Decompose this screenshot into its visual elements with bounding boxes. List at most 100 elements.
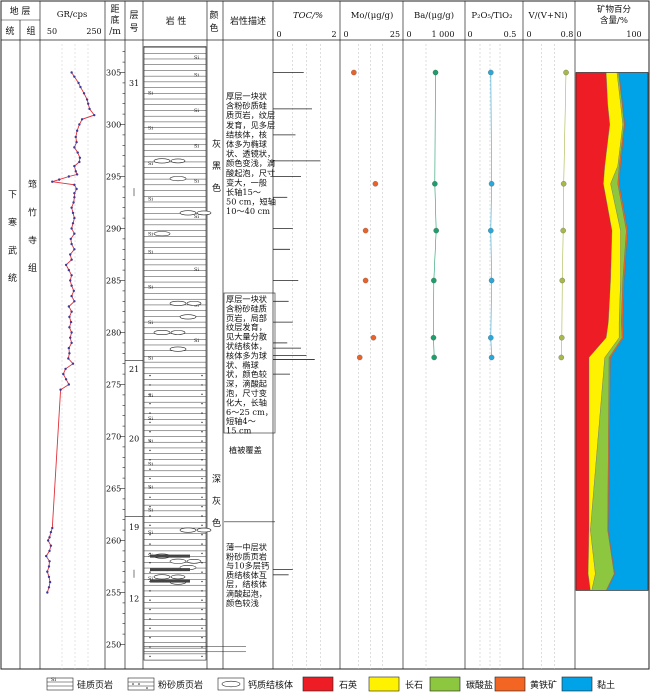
gr-point <box>48 580 52 584</box>
layer-number: 31 <box>129 79 139 88</box>
lithology-silt-dot <box>201 580 203 583</box>
color-header-2: 色 <box>209 22 218 34</box>
description-line: 纹层发育， <box>226 322 267 332</box>
gr-point <box>51 180 54 183</box>
gr-point <box>73 183 76 187</box>
vr-track <box>558 69 569 361</box>
gr-point <box>69 253 72 256</box>
gr-point <box>70 274 73 277</box>
legend-carbonate-swatch <box>429 676 461 692</box>
lithology-silt-dot <box>149 627 151 630</box>
ba-header: Ba/(μg/g) <box>414 10 454 21</box>
mo-point <box>370 334 377 341</box>
description-column: 厚层一块状含粉砂质硅质页岩，纹层发育，见多层结核体，核体多为椭球状、透镜状，颜色… <box>223 91 276 608</box>
ba-min-label: 0 <box>406 30 411 39</box>
gr-point <box>74 170 77 173</box>
system-header: 统 <box>5 25 14 37</box>
lithology-nodule <box>153 158 171 164</box>
legend-pyrite-label: 黄铁矿 <box>530 679 557 691</box>
gr-point <box>48 536 51 539</box>
gr-point <box>73 191 76 195</box>
lithology-silt-dot <box>201 384 203 386</box>
vr-min-label: 0 <box>526 30 531 39</box>
gr-point <box>71 222 75 225</box>
gr-point <box>72 289 76 293</box>
mineral-min-label: 0 <box>576 30 581 39</box>
lithology-silt-dot <box>149 440 151 442</box>
color-header-1: 颜 <box>209 9 218 21</box>
description-line: 含粉砂硅质 <box>226 303 267 313</box>
description-line: 10～40 cm <box>226 206 270 216</box>
lithology-silt-dot <box>149 599 151 601</box>
gr-point <box>74 135 77 139</box>
lithology-silt-dot <box>149 468 151 470</box>
depth-header-2: 底 <box>110 14 119 26</box>
gr-point <box>68 315 71 319</box>
lithology-silt-dot <box>201 440 203 442</box>
mineral-header-2: 含量/% <box>600 15 628 26</box>
gr-point <box>75 140 78 144</box>
lithology-silt-dot <box>201 477 203 480</box>
lithology-nodule <box>153 574 171 580</box>
mo-track <box>351 69 379 361</box>
mineral-frame <box>575 72 649 591</box>
description-line: 厚层一块状 <box>226 294 267 304</box>
ba-track <box>430 69 439 361</box>
gr-point <box>70 310 73 313</box>
lithology-silt-dot <box>149 524 151 527</box>
lithology-si-marker: Si <box>148 484 153 490</box>
description-line: 状，颜色较 <box>226 369 267 379</box>
lithology-silt-dot <box>149 393 151 396</box>
lithology-silt-dot <box>201 421 203 424</box>
lithology-silt-dot <box>201 524 203 527</box>
lithology-silt-dot <box>201 515 203 517</box>
group-header: 组 <box>26 25 35 37</box>
gr-point <box>51 526 54 530</box>
lithology-si-marker: Si <box>194 214 199 220</box>
ba-line <box>433 72 437 358</box>
lithology-nodule <box>170 574 186 580</box>
depth-tick-label: 300 <box>106 121 121 130</box>
description-line: 深，滴酸起 <box>226 379 267 389</box>
legend-silty-swatch <box>127 677 155 691</box>
depth-scale: 305 300 295 290 285 280 275 270 265 260 255 250 <box>106 51 125 650</box>
lithology-silt-dot <box>201 534 203 536</box>
depth-tick-label: 295 <box>106 173 121 182</box>
lithology-si-marker: Si <box>148 530 153 536</box>
mo-point <box>372 181 379 187</box>
gr-point <box>70 341 73 345</box>
description-header: 岩性描述 <box>230 15 266 27</box>
lithology-si-marker: Si <box>148 232 153 238</box>
pti-max-label: 0.5 <box>504 30 517 39</box>
gr-point <box>67 357 70 360</box>
depth-tick-label: 280 <box>106 329 121 338</box>
description-line: 短轴4～ <box>226 416 256 426</box>
toc-max-label: 2 <box>331 30 336 39</box>
gr-point <box>69 279 72 282</box>
pti-min-label: 0 <box>467 30 472 39</box>
lithology-header: 岩 性 <box>166 15 187 27</box>
gr-point <box>71 362 75 365</box>
legend-nodule-icon <box>221 680 241 688</box>
gr-point <box>80 118 84 121</box>
depth-tick-label: 250 <box>106 641 121 650</box>
lithology-silt-dot <box>201 552 203 555</box>
gr-point <box>49 530 53 534</box>
ba-point <box>430 334 437 341</box>
lithology-nodule <box>186 558 202 564</box>
gr-point <box>88 107 91 111</box>
lithology-silt-dot <box>149 618 151 620</box>
lithology-silt-dot <box>149 449 151 452</box>
lithology-silt-dot <box>201 393 203 396</box>
gr-point <box>67 305 71 308</box>
stratum-header: 地 层 <box>10 5 31 17</box>
lithology-silt-dot <box>149 655 151 658</box>
lithology-si-marker: Si <box>148 462 153 468</box>
ba-point <box>433 227 439 234</box>
gr-point <box>67 175 71 178</box>
description-line: 颜色较浅 <box>226 598 259 608</box>
column-separators <box>19 1 576 669</box>
pti-line <box>490 72 492 358</box>
gr-point <box>70 242 73 246</box>
